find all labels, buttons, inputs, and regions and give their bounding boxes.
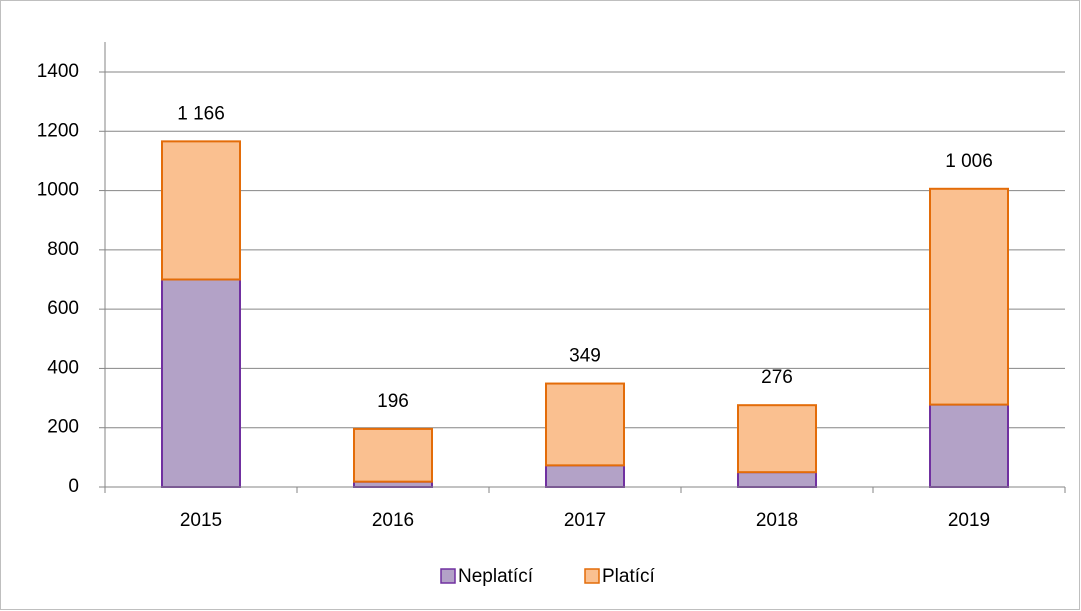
bar-segment (737, 471, 817, 488)
total-label: 276 (761, 367, 793, 388)
x-tick-label: 2016 (372, 510, 414, 531)
bar-segment (545, 464, 625, 489)
total-label: 1 006 (945, 151, 993, 172)
bar-segment (929, 187, 1009, 406)
legend-swatch (584, 568, 600, 584)
x-tick-label: 2017 (564, 510, 606, 531)
x-tick-label: 2019 (948, 510, 990, 531)
total-label: 349 (569, 346, 601, 367)
y-tick-label: 600 (47, 298, 79, 319)
legend-label: Neplatící (458, 566, 534, 587)
y-tick-label: 0 (68, 476, 79, 497)
x-tick-label: 2018 (756, 510, 798, 531)
bar-segment (161, 278, 241, 488)
bar-segment (929, 403, 1009, 489)
total-label: 196 (377, 391, 409, 412)
y-tick-label: 1000 (37, 180, 79, 201)
y-tick-label: 400 (47, 357, 79, 378)
bar-segment (545, 382, 625, 467)
legend-label: Platící (602, 566, 656, 587)
legend-swatch (440, 568, 456, 584)
x-tick-label: 2015 (180, 510, 222, 531)
total-label: 1 166 (177, 103, 225, 124)
bar-segment (161, 140, 241, 281)
y-tick-label: 1200 (37, 120, 79, 141)
y-tick-label: 200 (47, 417, 79, 438)
y-tick-label: 1400 (37, 61, 79, 82)
y-tick-label: 800 (47, 239, 79, 260)
bar-segment (353, 427, 433, 483)
bar-segment (737, 404, 817, 474)
